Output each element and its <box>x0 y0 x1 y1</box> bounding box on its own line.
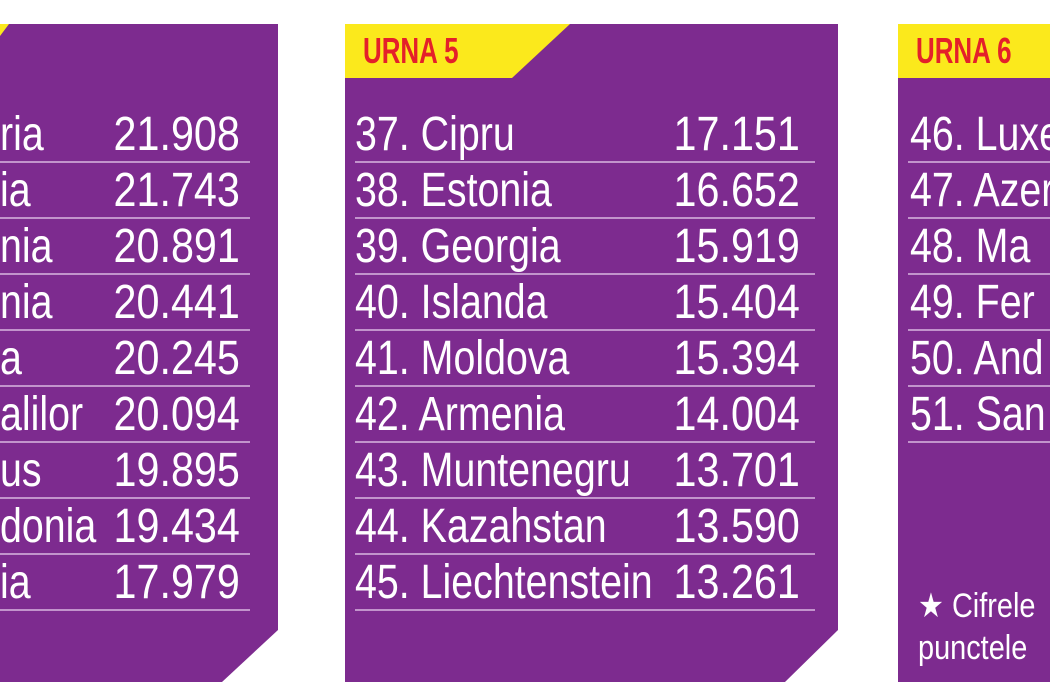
row-name: 37. Cipru <box>355 108 515 161</box>
row-name: 44. Kazahstan <box>355 500 607 553</box>
row-name: alilor <box>0 388 84 441</box>
row-name: 40. Islanda <box>355 276 548 329</box>
row-name: us <box>0 444 42 497</box>
row-name: a <box>0 332 22 385</box>
row-value: 13.590 <box>673 500 800 553</box>
row-name: 51. San <box>910 388 1046 441</box>
row-name: 49. Fer <box>910 276 1035 329</box>
row-name: 50. And <box>910 332 1044 385</box>
row-name: donia <box>0 500 97 553</box>
row-name: 43. Muntenegru <box>355 444 631 497</box>
row-name: ia <box>0 164 31 217</box>
row-value: 20.891 <box>113 220 240 273</box>
row-name: 38. Estonia <box>355 164 552 217</box>
row-value: 21.908 <box>113 108 240 161</box>
panel-right <box>898 24 1050 682</box>
row-name: ia <box>0 556 31 609</box>
row-name: 48. Ma <box>910 220 1031 273</box>
row-value: 14.004 <box>673 388 800 441</box>
row-value: 15.919 <box>673 220 800 273</box>
row-value: 13.261 <box>673 556 800 609</box>
panel-left <box>0 24 278 682</box>
row-value: 20.441 <box>113 276 240 329</box>
row-value: 19.434 <box>113 500 240 553</box>
row-name: 46. Luxe <box>910 108 1050 161</box>
row-name: 47. Azer <box>910 164 1050 217</box>
row-value: 21.743 <box>113 164 240 217</box>
row-name: nia <box>0 220 53 273</box>
row-name: 42. Armenia <box>355 388 566 441</box>
header-right <box>898 24 1050 78</box>
row-name: 41. Moldova <box>355 332 570 385</box>
row-value: 17.979 <box>113 556 240 609</box>
footnote: punctele <box>918 629 1028 667</box>
row-name: 39. Georgia <box>355 220 561 273</box>
row-value: 15.394 <box>673 332 800 385</box>
header-middle <box>345 24 570 78</box>
row-value: 20.245 <box>113 332 240 385</box>
row-value: 13.701 <box>673 444 800 497</box>
panel-header: URNA 6 <box>916 30 1012 71</box>
header-left <box>0 24 9 36</box>
row-value: 17.151 <box>673 108 800 161</box>
row-value: 15.404 <box>673 276 800 329</box>
row-name: ria <box>0 108 44 161</box>
row-name: nia <box>0 276 53 329</box>
row-name: 45. Liechtenstein <box>355 556 653 609</box>
row-value: 16.652 <box>673 164 800 217</box>
row-value: 19.895 <box>113 444 240 497</box>
footnote: ★ Cifrele <box>918 587 1036 625</box>
panel-middle <box>345 24 838 682</box>
panel-header: URNA 5 <box>363 30 459 71</box>
row-value: 20.094 <box>113 388 240 441</box>
